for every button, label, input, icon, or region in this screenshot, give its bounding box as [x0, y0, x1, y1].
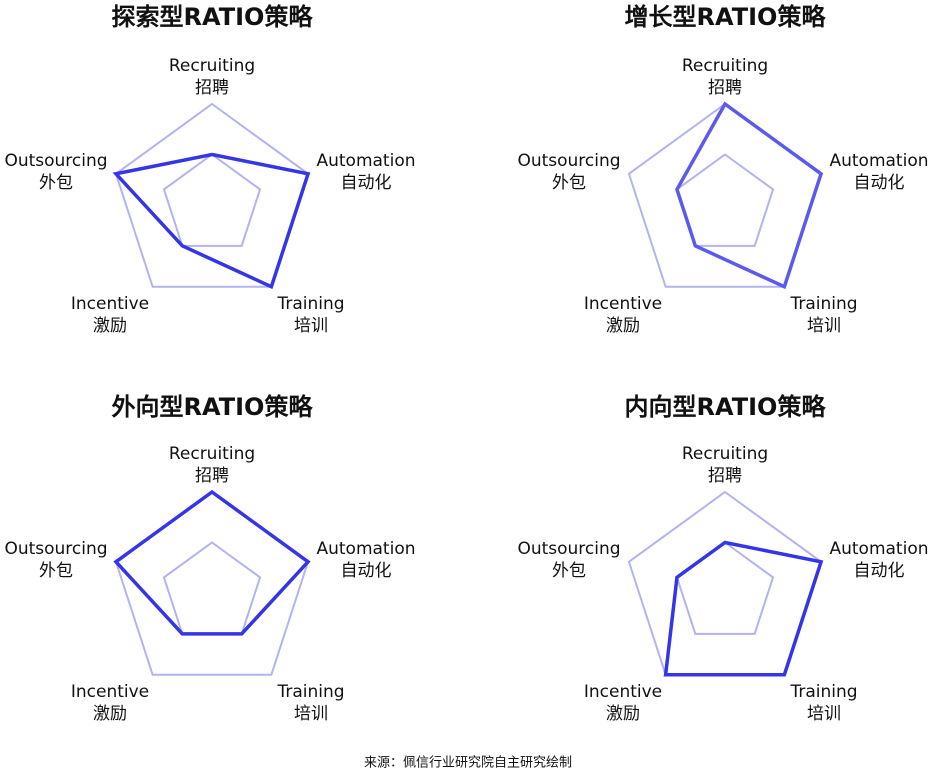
- radar-line: [113, 489, 311, 636]
- axis-label-zh: 招聘: [708, 466, 742, 486]
- source-note: 来源：佩信行业研究院自主研究绘制: [364, 756, 572, 771]
- axis-label: Training: [276, 294, 344, 314]
- axis-label: Training: [789, 682, 857, 702]
- axis-label-zh: 招聘: [195, 78, 229, 98]
- axis-label-zh: 自动化: [341, 173, 392, 193]
- axis-label: Incentive: [71, 294, 149, 314]
- radar-line: [675, 101, 824, 290]
- axis-label: Outsourcing: [517, 539, 620, 559]
- axis-label: Recruiting: [169, 444, 255, 464]
- chart-title: 增长型RATIO策略: [625, 3, 827, 31]
- axis-label: Automation: [316, 539, 415, 559]
- axis-label-zh: 外包: [552, 173, 586, 193]
- axis-label: Outsourcing: [517, 151, 620, 171]
- radar-line: [112, 152, 311, 290]
- grid-line: [162, 153, 262, 247]
- axis-label-zh: 外包: [552, 561, 586, 581]
- axis-label-zh: 自动化: [854, 561, 905, 581]
- axis-label-zh: 招聘: [195, 466, 229, 486]
- axis-label-zh: 培训: [807, 316, 841, 336]
- axis-label-zh: 激励: [606, 704, 640, 724]
- axis-label: Incentive: [584, 682, 662, 702]
- grid-line: [114, 102, 310, 288]
- axis-label-zh: 培训: [294, 316, 328, 336]
- axis-label: Recruiting: [169, 56, 255, 76]
- axis-label: Recruiting: [682, 444, 768, 464]
- grid-line: [162, 541, 262, 635]
- chart-title: 内向型RATIO策略: [625, 393, 827, 421]
- axis-label: Automation: [316, 151, 415, 171]
- axis-label-zh: 激励: [93, 316, 127, 336]
- axis-label-zh: 培训: [807, 704, 841, 724]
- axis-label: Outsourcing: [4, 151, 107, 171]
- chart-title: 外向型RATIO策略: [112, 393, 314, 421]
- axis-label-zh: 外包: [39, 173, 73, 193]
- axis-label-zh: 培训: [294, 704, 328, 724]
- chart-title: 探索型RATIO策略: [112, 3, 314, 31]
- axis-label: Recruiting: [682, 56, 768, 76]
- axis-label-zh: 激励: [606, 316, 640, 336]
- axis-label: Automation: [829, 151, 928, 171]
- grid-line: [114, 490, 310, 676]
- axis-label: Automation: [829, 539, 928, 559]
- axis-label: Outsourcing: [4, 539, 107, 559]
- radar-line: [663, 540, 824, 677]
- axis-label: Incentive: [584, 294, 662, 314]
- axis-label: Training: [276, 682, 344, 702]
- axis-label-zh: 激励: [93, 704, 127, 724]
- axis-label-zh: 自动化: [854, 173, 905, 193]
- axis-label-zh: 自动化: [341, 561, 392, 581]
- axis-label-zh: 外包: [39, 561, 73, 581]
- grid-line: [675, 153, 775, 247]
- axis-label: Incentive: [71, 682, 149, 702]
- axis-label: Training: [789, 294, 857, 314]
- grid-line: [675, 541, 775, 635]
- axis-label-zh: 招聘: [708, 78, 742, 98]
